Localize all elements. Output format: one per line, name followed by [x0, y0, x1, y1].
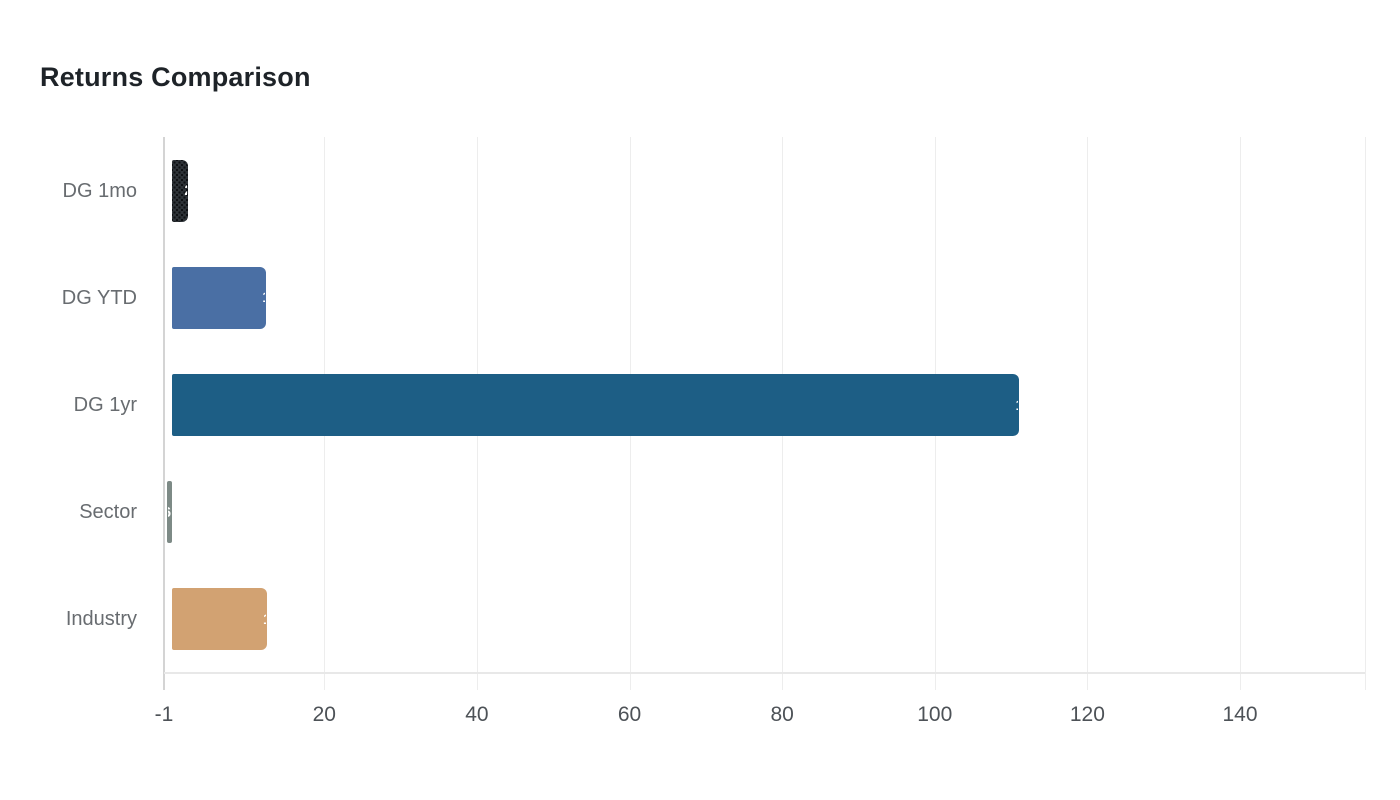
x-axis-tick-label: 40 — [465, 703, 489, 726]
chart-title: Returns Comparison — [40, 62, 311, 92]
bar-value-label-text: 12.5 — [263, 611, 266, 628]
x-axis-tick-label: 80 — [770, 703, 794, 726]
right-boundary-gridline — [1365, 137, 1366, 690]
y-axis-label-sector: Sector — [79, 501, 137, 524]
y-axis-label-dg-1mo: DG 1mo — [62, 179, 137, 202]
x-axis-line — [164, 672, 1365, 674]
bar-value-label-clipped: 12.5 — [263, 588, 266, 650]
bar-industry[interactable]: 12.5 — [171, 588, 267, 651]
y-axis-label-dg-ytd: DG YTD — [61, 286, 137, 309]
x-axis-tick-label: -1 — [154, 703, 174, 726]
bar-dg-1yr[interactable]: 111.1 — [171, 374, 1020, 436]
x-axis-tick-label: 100 — [917, 703, 953, 726]
y-axis-domain-line — [163, 137, 165, 690]
bar-value-label-text: 2.2 — [184, 182, 187, 199]
x-axis-tick-label: 120 — [1069, 703, 1105, 726]
bar-value-label-clipped: -0.6 — [168, 481, 171, 543]
bar-value-label-text: 111.1 — [1015, 397, 1018, 414]
y-axis-label-dg-1yr: DG 1yr — [73, 394, 137, 416]
gridline — [1087, 137, 1089, 690]
bar-value-label-text: 12.4 — [262, 289, 265, 306]
bar-sector[interactable]: -0.6 — [167, 481, 172, 544]
bar-value-label-clipped: 12.4 — [262, 267, 265, 329]
bar-value-label-text: -0.6 — [168, 504, 171, 521]
bar-value-label-clipped: 2.2 — [184, 160, 187, 222]
bar-dg-1mo[interactable]: 2.2 — [171, 159, 189, 222]
x-axis-tick-label: 60 — [617, 703, 642, 726]
y-axis-label-industry: Industry — [65, 608, 137, 631]
bar-dg-ytd[interactable]: 12.4 — [171, 266, 267, 329]
x-axis-tick-label: 140 — [1222, 703, 1258, 726]
x-axis-tick-label: 20 — [312, 703, 336, 726]
bar-value-label-clipped: 111.1 — [1015, 374, 1018, 436]
gridline — [1240, 137, 1241, 690]
